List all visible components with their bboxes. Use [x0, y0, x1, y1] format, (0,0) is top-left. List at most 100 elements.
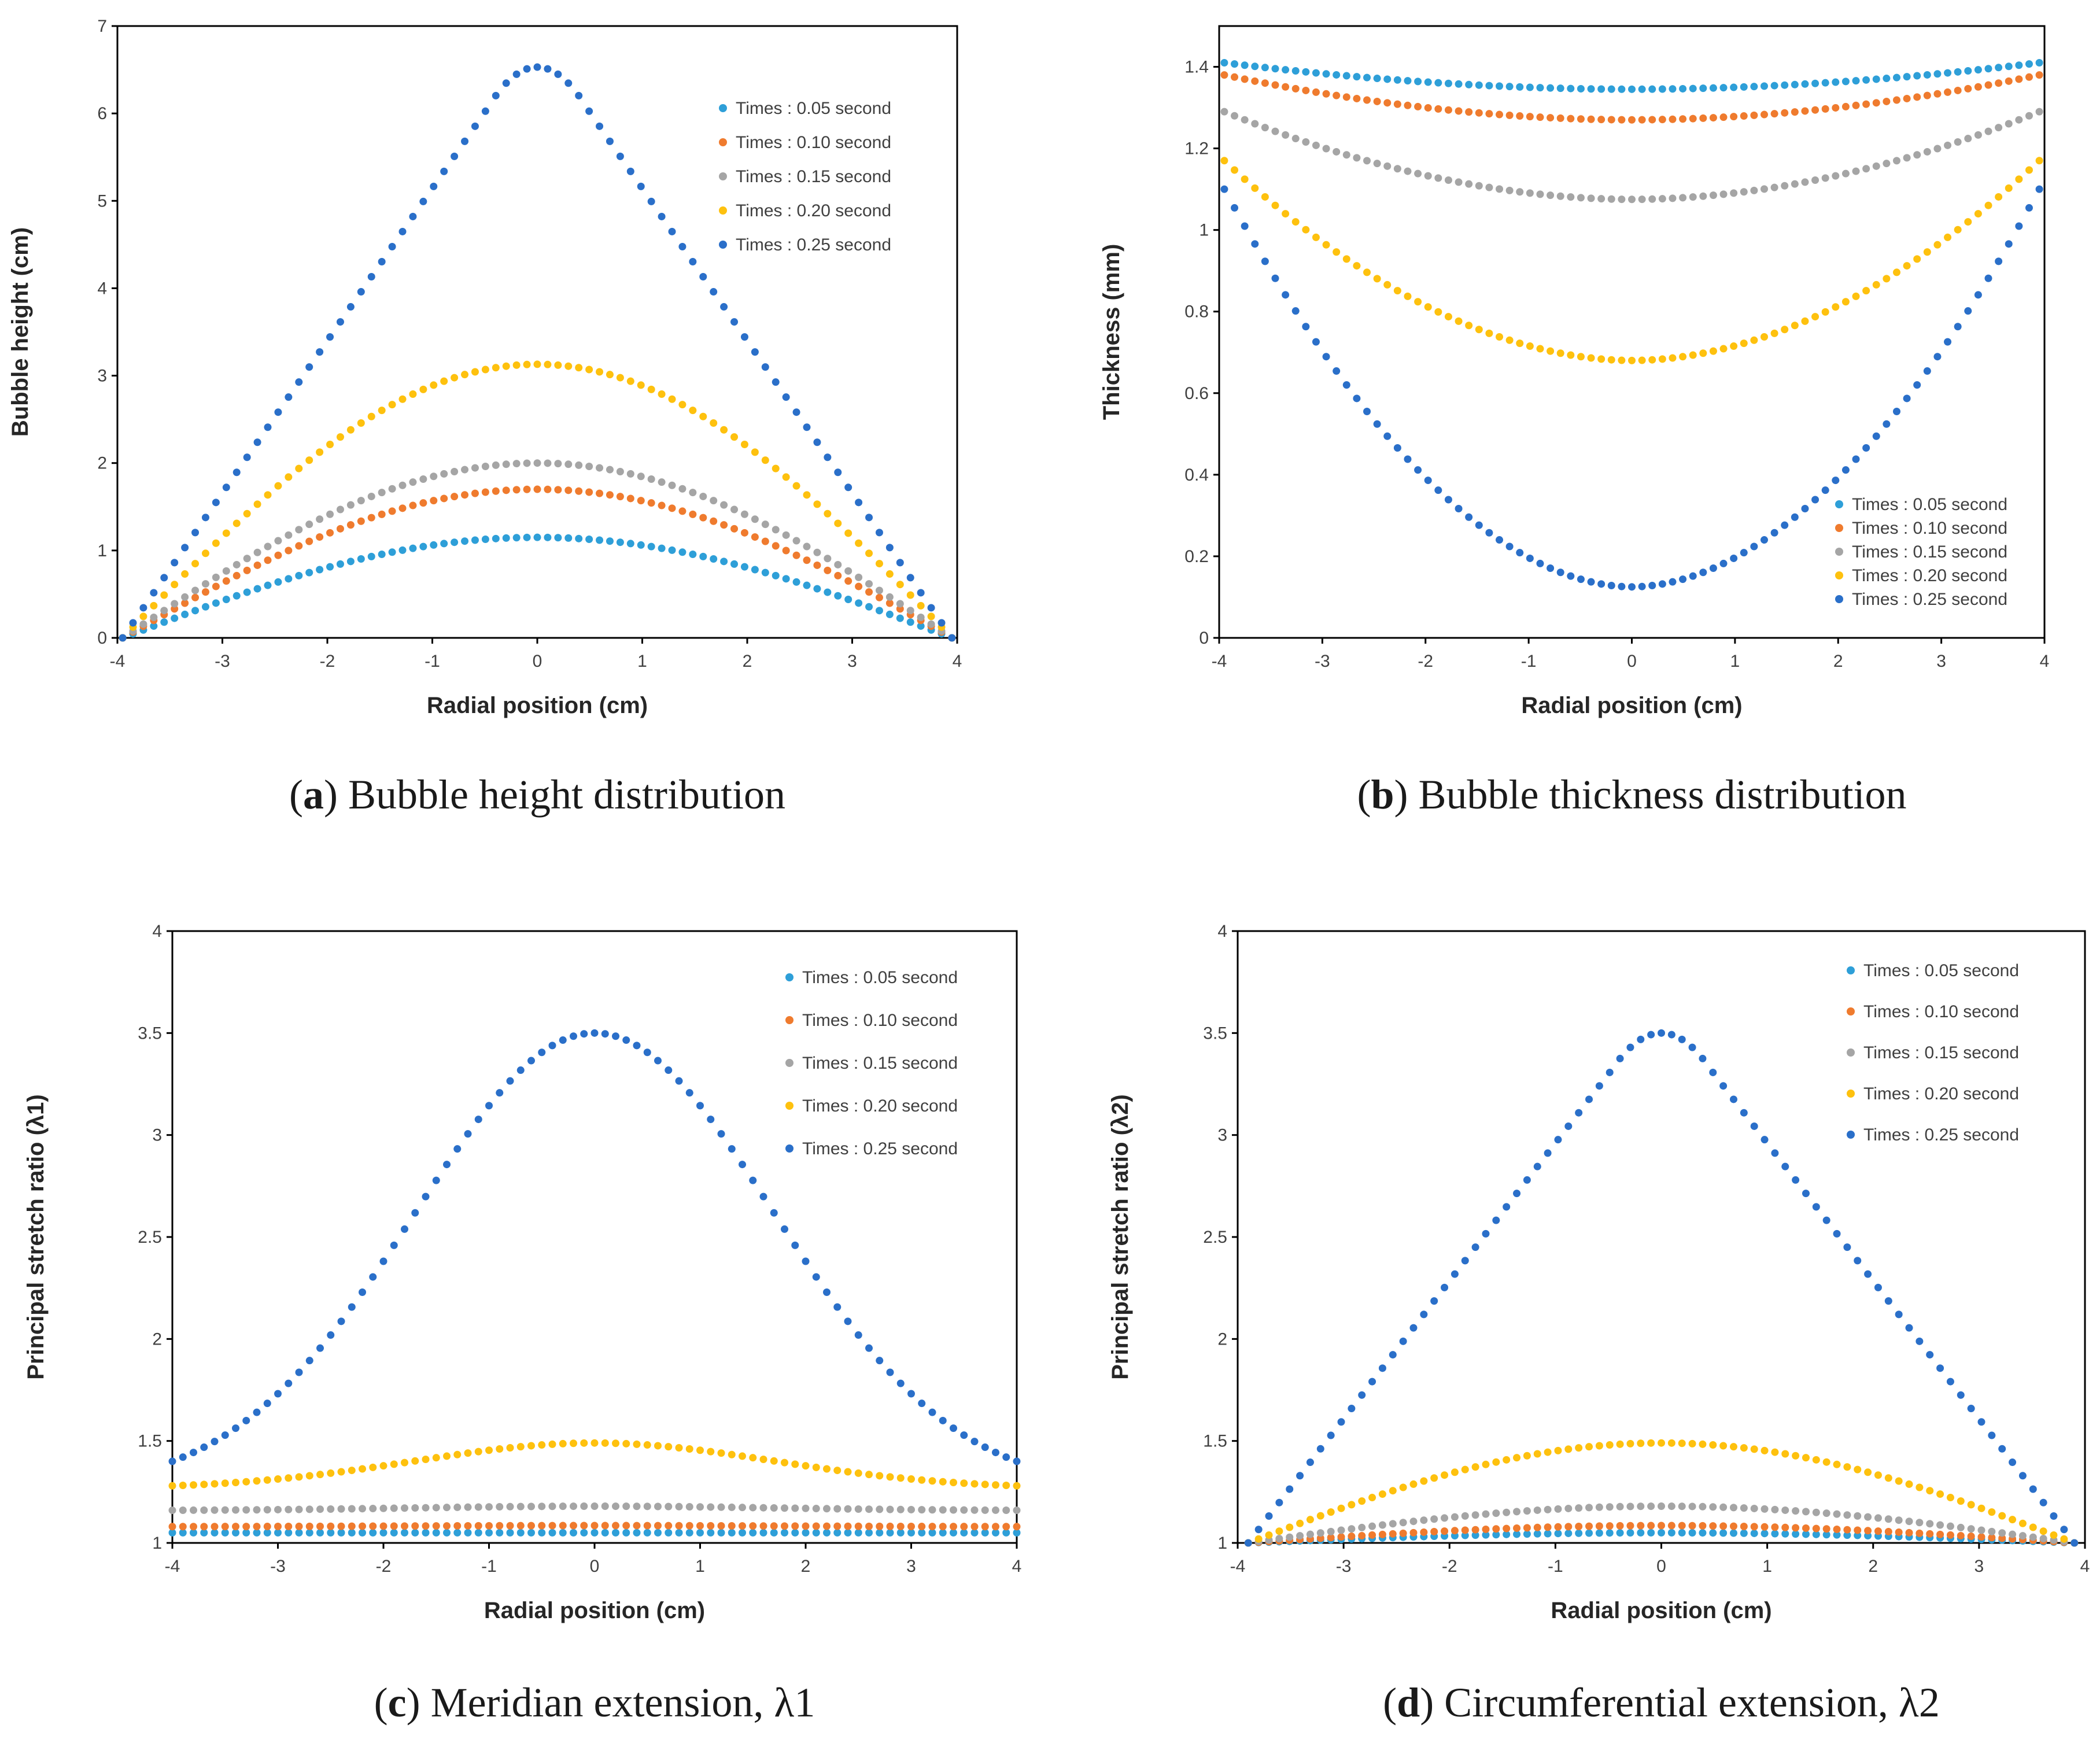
- data-point: [388, 485, 396, 493]
- data-point: [658, 390, 666, 398]
- data-point: [720, 426, 728, 434]
- legend-entry: Times : 0.25 second: [802, 1139, 958, 1158]
- data-point: [1933, 241, 1942, 249]
- data-point: [1760, 333, 1768, 341]
- data-point: [222, 577, 230, 585]
- data-point: [658, 212, 666, 220]
- data-point: [1995, 193, 2003, 201]
- y-tick-label: 2.5: [1203, 1228, 1227, 1247]
- data-point: [1964, 84, 1972, 93]
- data-point: [575, 461, 583, 469]
- data-point: [1658, 116, 1666, 124]
- data-point: [865, 1522, 873, 1530]
- data-point: [1964, 307, 1972, 315]
- data-point: [844, 1522, 852, 1530]
- data-point: [1954, 86, 1962, 94]
- data-point: [1740, 1529, 1748, 1537]
- data-point: [876, 1505, 884, 1513]
- data-point: [359, 1288, 366, 1297]
- data-point: [1496, 82, 1504, 90]
- data-point: [1852, 455, 1860, 463]
- data-point: [1967, 1533, 1975, 1541]
- data-point: [1337, 1418, 1345, 1426]
- data-point: [181, 599, 189, 607]
- data-point: [927, 612, 935, 621]
- data-point: [409, 501, 417, 509]
- data-point: [1404, 292, 1412, 300]
- data-point: [1957, 1523, 1965, 1531]
- data-point: [834, 571, 842, 579]
- data-point: [1485, 110, 1493, 118]
- data-point: [2015, 61, 2023, 69]
- data-point: [1254, 1526, 1263, 1534]
- data-point: [1781, 1162, 1789, 1170]
- data-point: [168, 1482, 176, 1490]
- data-point: [336, 318, 344, 326]
- data-point: [1595, 1529, 1603, 1537]
- data-point: [2005, 120, 2013, 128]
- data-point: [728, 1145, 736, 1153]
- data-point: [326, 333, 334, 341]
- data-point: [1471, 1526, 1479, 1534]
- data-point: [1505, 83, 1514, 91]
- data-point: [1424, 303, 1432, 311]
- data-point: [212, 599, 220, 607]
- data-point: [1791, 108, 1799, 116]
- data-point: [263, 1528, 271, 1537]
- x-tick-label: 3: [1974, 1557, 1984, 1576]
- data-point: [633, 1528, 641, 1537]
- data-point: [1669, 578, 1677, 586]
- data-point: [316, 1471, 324, 1479]
- data-point: [1564, 1122, 1573, 1130]
- data-point: [222, 567, 230, 575]
- data-point: [710, 555, 718, 563]
- x-tick-label: 0: [590, 1557, 600, 1576]
- data-point: [1709, 1441, 1717, 1449]
- data-point: [1241, 75, 1249, 83]
- data-point: [1597, 580, 1606, 588]
- data-point: [1404, 167, 1412, 175]
- data-point: [1984, 81, 1992, 89]
- data-point: [865, 549, 873, 557]
- data-point: [854, 1505, 862, 1513]
- data-point: [678, 485, 687, 493]
- data-point: [844, 595, 852, 603]
- legend-marker: [785, 1016, 794, 1024]
- data-point: [833, 1303, 842, 1311]
- data-point: [647, 542, 655, 551]
- data-point: [1974, 83, 1982, 91]
- data-point: [190, 1528, 197, 1537]
- data-point: [357, 288, 365, 296]
- data-point: [242, 1523, 250, 1531]
- data-point: [1505, 336, 1514, 344]
- data-point: [453, 1522, 462, 1530]
- data-point: [285, 473, 293, 481]
- data-point: [1802, 1190, 1810, 1198]
- data-point: [1420, 1477, 1428, 1485]
- data-point: [1802, 1508, 1810, 1516]
- data-point: [1618, 195, 1626, 204]
- data-point: [211, 1438, 219, 1446]
- data-point: [327, 1331, 335, 1339]
- data-point: [419, 385, 427, 393]
- data-point: [824, 566, 832, 574]
- data-point: [1974, 66, 1982, 74]
- data-point: [1587, 194, 1595, 202]
- data-point: [1556, 192, 1564, 200]
- data-point: [379, 1522, 387, 1530]
- data-point: [751, 515, 759, 523]
- data-point: [1843, 1463, 1851, 1471]
- data-point: [1220, 108, 1228, 116]
- data-point: [1575, 1522, 1583, 1530]
- data-point: [637, 497, 645, 505]
- data-point: [1699, 192, 1707, 200]
- data-point: [1404, 455, 1412, 463]
- data-point: [1585, 1443, 1593, 1451]
- data-point: [896, 581, 904, 589]
- data-point: [1883, 97, 1891, 105]
- data-point: [1812, 1524, 1820, 1533]
- data-point: [1936, 1364, 1944, 1372]
- data-point: [1637, 1522, 1645, 1530]
- data-point: [844, 483, 852, 492]
